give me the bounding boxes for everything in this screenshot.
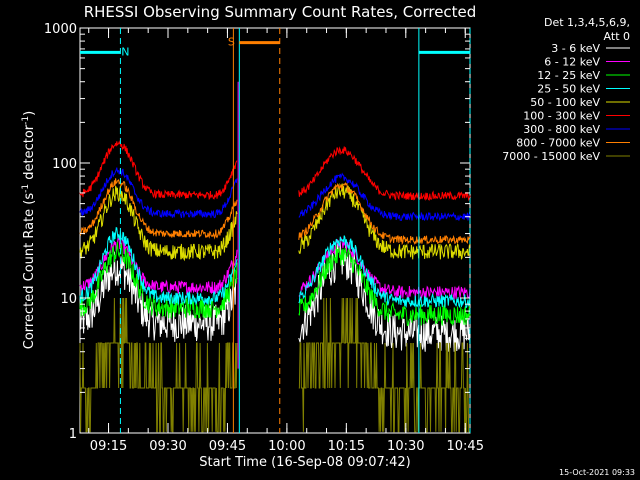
y-axis-label: Corrected Count Rate (s-1 detector-1)	[21, 111, 37, 349]
series-7000-15000-kev-post	[298, 297, 470, 433]
series-800-7000-kev-post	[298, 181, 471, 246]
flag-label: N	[121, 45, 129, 58]
legend-header-attenuator: Att 0	[604, 30, 630, 43]
y-tick-label: 1	[69, 427, 77, 442]
y-axis-label-end: )	[22, 111, 37, 116]
legend-label: 25 - 50 keV	[537, 83, 600, 96]
y-axis-label-sup2: -1	[21, 116, 31, 125]
y-axis-label-mid: detector	[22, 124, 37, 184]
x-tick-label: 09:15	[90, 439, 127, 454]
y-axis-label-sup1: -1	[21, 184, 31, 193]
chart-title: RHESSI Observing Summary Count Rates, Co…	[84, 3, 477, 21]
legend-header-detectors: Det 1,3,4,5,6,9,	[544, 16, 630, 29]
legend-label: 12 - 25 keV	[537, 69, 600, 82]
series-25-50-kev-post	[298, 235, 471, 309]
legend-label: 100 - 300 keV	[523, 110, 600, 123]
y-tick-label: 10	[60, 292, 77, 307]
series-7000-15000-kev-pre	[79, 297, 238, 433]
footer-timestamp: 15-Oct-2021 09:33	[559, 468, 635, 477]
legend-label: 6 - 12 keV	[544, 56, 600, 69]
x-tick-label: 10:45	[447, 439, 484, 454]
legend-label: 3 - 6 keV	[551, 42, 600, 55]
series-6-12-kev-pre	[79, 235, 238, 295]
legend-label: 800 - 7000 keV	[516, 137, 600, 150]
y-tick-label: 1000	[44, 22, 77, 37]
x-axis: 09:15 09:30 09:45 10:00 10:15 10:30 10:45	[88, 28, 484, 454]
series-100-300-kev-pre	[79, 140, 238, 201]
series-50-100-kev-pre	[79, 185, 238, 262]
x-tick-label: 09:30	[149, 439, 186, 454]
x-tick-label: 09:45	[209, 439, 246, 454]
y-axis-label-main: Corrected Count Rate (s	[22, 193, 37, 350]
data-traces	[79, 81, 471, 433]
series-300-800-kev-post	[298, 172, 471, 222]
flag-markers: NS	[80, 28, 471, 433]
series-300-800-kev-pre	[79, 167, 238, 219]
legend-label: 7000 - 15000 keV	[502, 150, 600, 163]
series-25-50-kev-pre	[79, 226, 238, 306]
series-50-100-kev-post	[298, 182, 471, 261]
x-tick-label: 10:30	[387, 439, 424, 454]
x-axis-label: Start Time (16-Sep-08 09:07:42)	[199, 455, 410, 470]
x-tick-label: 10:00	[268, 439, 305, 454]
series-800-7000-kev-pre	[79, 178, 238, 240]
y-axis: 1 10 100 1000	[44, 22, 470, 442]
legend-label: 300 - 800 keV	[523, 123, 600, 136]
series-12-25-kev-post	[298, 245, 471, 327]
x-tick-label: 10:15	[328, 439, 365, 454]
series-12-25-kev-pre	[79, 241, 238, 319]
y-tick-label: 100	[52, 157, 77, 172]
series-3-6-kev-pre	[79, 251, 238, 342]
series-100-300-kev-post	[298, 146, 471, 202]
legend-label: 50 - 100 keV	[530, 96, 600, 109]
series-3-6-kev-post	[298, 242, 471, 352]
flag-label: S	[228, 36, 235, 49]
